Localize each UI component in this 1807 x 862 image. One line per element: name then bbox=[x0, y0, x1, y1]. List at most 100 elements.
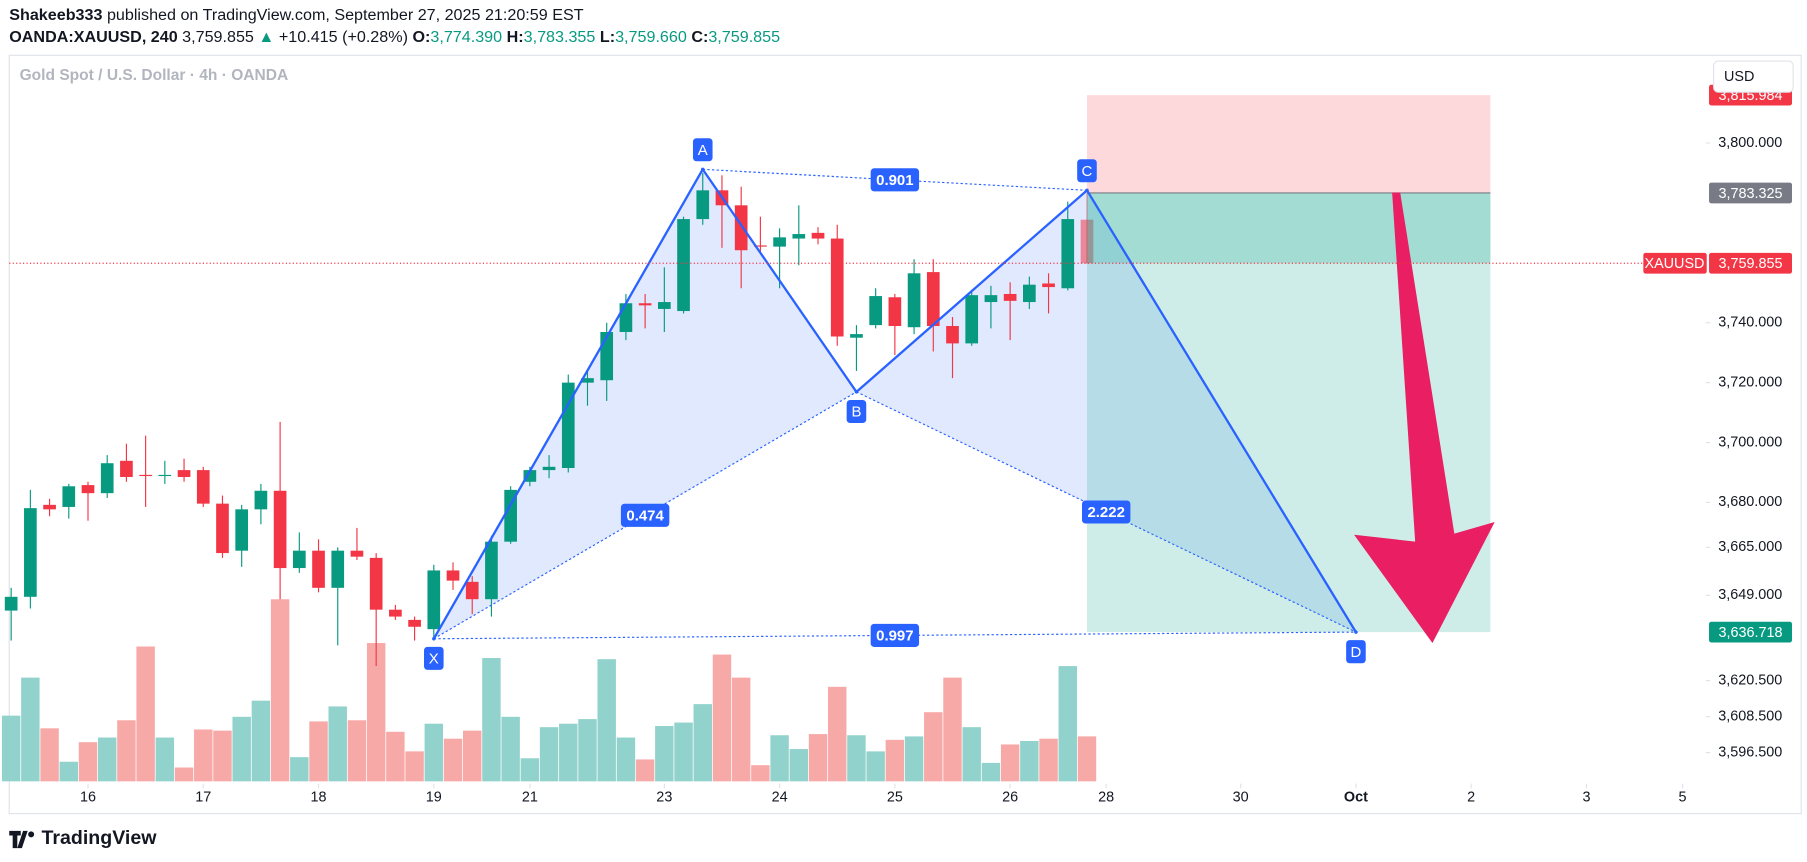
point-badge bbox=[692, 138, 713, 162]
point-label: X bbox=[429, 650, 439, 667]
candle-body bbox=[273, 490, 287, 569]
candle-body bbox=[1080, 219, 1094, 264]
volume-bar bbox=[270, 599, 290, 782]
candle-body bbox=[350, 550, 364, 557]
logo-icon bbox=[28, 831, 35, 838]
volume-bar bbox=[635, 759, 655, 782]
pattern-point bbox=[1085, 188, 1089, 193]
candle-body bbox=[907, 273, 921, 328]
volume-bar bbox=[693, 704, 712, 782]
volume-bar bbox=[1000, 744, 1020, 782]
candle-body bbox=[446, 570, 460, 581]
volume-bar bbox=[251, 700, 271, 782]
x-tick-label: 23 bbox=[656, 789, 672, 805]
candle-body bbox=[120, 460, 133, 477]
open-profit-zone bbox=[1086, 192, 1491, 264]
candle-body bbox=[81, 485, 95, 494]
volume-bar bbox=[59, 761, 79, 782]
candle-body bbox=[427, 570, 441, 630]
candle-body bbox=[389, 609, 402, 617]
pattern-fill bbox=[433, 169, 857, 639]
volume-bar bbox=[194, 729, 213, 782]
symbol: OANDA:XAUUSD, 240 bbox=[9, 28, 177, 46]
down-arrow bbox=[1354, 192, 1495, 644]
chart-title: Gold Spot / U.S. Dollar · 4h · OANDA bbox=[20, 67, 289, 84]
volume-bar bbox=[155, 737, 175, 782]
candle-body bbox=[1042, 283, 1055, 288]
volume-bar bbox=[616, 737, 636, 782]
point-badge bbox=[846, 399, 867, 424]
volume-bar bbox=[847, 735, 866, 782]
volume-bar bbox=[789, 749, 809, 782]
ratio-badge bbox=[870, 168, 920, 192]
symbol-badge bbox=[1643, 252, 1707, 274]
ratio-label: 0.901 bbox=[876, 172, 913, 189]
y-tick-label: 3,649.000 bbox=[1718, 587, 1782, 603]
volume-bar bbox=[559, 723, 578, 782]
ratio-label: 0.474 bbox=[626, 507, 664, 524]
brand: TradingView bbox=[42, 827, 158, 849]
ohlc-key: C: bbox=[691, 28, 708, 46]
currency: USD bbox=[1724, 69, 1754, 85]
point-badge bbox=[1077, 159, 1097, 183]
y-tick-label: 3,720.000 bbox=[1718, 374, 1782, 390]
candle-body bbox=[139, 474, 152, 477]
volume-bar bbox=[578, 719, 597, 782]
price-badge-label: 3,783.325 bbox=[1719, 186, 1783, 202]
pattern-point bbox=[701, 167, 705, 172]
pattern-fill bbox=[856, 190, 1356, 633]
candle-body bbox=[24, 508, 37, 597]
pattern-point bbox=[1354, 630, 1358, 634]
pattern-point bbox=[432, 637, 436, 641]
currency-button[interactable] bbox=[1713, 60, 1794, 93]
candle-body bbox=[926, 272, 940, 327]
price-badge bbox=[1709, 252, 1793, 274]
x-tick-label: 18 bbox=[311, 789, 327, 805]
ratio-label: 0.997 bbox=[876, 628, 913, 645]
x-tick-label: 5 bbox=[1679, 789, 1687, 805]
volume-bar bbox=[213, 730, 232, 782]
y-tick-label: 3,680.000 bbox=[1718, 494, 1782, 510]
price-badge-label: 3,759.855 bbox=[1719, 256, 1783, 272]
point-label: A bbox=[698, 142, 708, 159]
y-tick-label: 3,800.000 bbox=[1718, 135, 1782, 151]
pattern-leg bbox=[701, 168, 858, 393]
x-tick-label: 19 bbox=[426, 789, 442, 805]
volume-bar bbox=[21, 677, 40, 782]
point-badge bbox=[1346, 640, 1366, 664]
volume-bar bbox=[290, 757, 309, 782]
published: published on TradingView.com, September … bbox=[107, 6, 584, 24]
ohlc-value: 3,759.660 bbox=[615, 28, 687, 46]
price-badge bbox=[1709, 621, 1793, 643]
candle-body bbox=[408, 619, 421, 627]
ohlc-value: 3,759.855 bbox=[708, 28, 780, 46]
candle-body bbox=[369, 557, 383, 610]
candle-body bbox=[946, 326, 959, 344]
candle-body bbox=[754, 245, 767, 247]
volume-bar bbox=[597, 659, 616, 782]
volume-bar bbox=[78, 742, 98, 782]
last: 3,759.855 bbox=[182, 28, 254, 46]
volume-bar bbox=[97, 737, 117, 782]
volume-bar bbox=[539, 727, 559, 782]
point-label: B bbox=[851, 404, 861, 421]
candle-body bbox=[331, 550, 345, 588]
volume-bar bbox=[1, 715, 21, 782]
candle-body bbox=[235, 509, 249, 551]
x-tick-label: 24 bbox=[772, 789, 788, 805]
volume-bar bbox=[405, 751, 424, 782]
volume-bar bbox=[424, 723, 444, 782]
x-tick-label: 2 bbox=[1467, 789, 1475, 805]
ohlc-value: 3,783.355 bbox=[524, 28, 596, 46]
volume-bar bbox=[443, 738, 463, 782]
symbol-badge-label: XAUUSD bbox=[1644, 256, 1704, 272]
point-label: D bbox=[1351, 644, 1362, 661]
candle-body bbox=[196, 470, 210, 504]
ohlc-key: H: bbox=[507, 28, 524, 46]
ratio-label: 2.222 bbox=[1087, 504, 1124, 521]
x-tick-label: 25 bbox=[887, 789, 903, 805]
volume-bar bbox=[386, 731, 405, 782]
x-tick-label: 30 bbox=[1233, 789, 1249, 805]
publish-line: Shakeeb333 published on TradingView.com,… bbox=[9, 6, 583, 24]
